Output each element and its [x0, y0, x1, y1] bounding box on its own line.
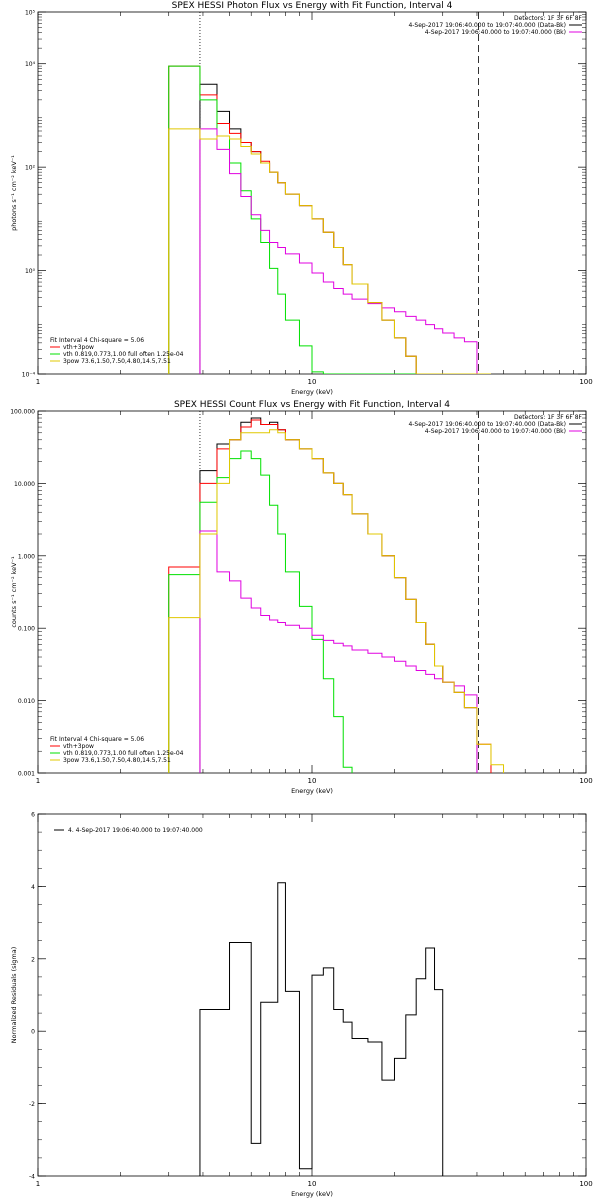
y-tick-label: 6 — [31, 812, 35, 819]
x-tick-label: 100 — [579, 777, 592, 785]
y-axis-label: photons s⁻¹ cm⁻² keV⁻¹ — [10, 155, 18, 231]
chart-2: SPEX HESSI Count Flux vs Energy with Fit… — [10, 400, 593, 795]
interval-label: 4-Sep-2017 19:06:40.000 to 19:07:40.000 … — [425, 29, 566, 36]
y-tick-label: 10⁵ — [25, 10, 36, 17]
series-green — [168, 450, 353, 773]
fit-legend-item: vth 0.819,0.773,1.00 full often 1.25e-04 — [63, 351, 184, 358]
residual-legend: 4. 4-Sep-2017 19:06:40.000 to 19:07:40.0… — [68, 827, 203, 834]
x-axis-label: Energy (keV) — [291, 1190, 333, 1198]
y-tick-label: 4 — [31, 884, 35, 891]
chart-title: SPEX HESSI Photon Flux vs Energy with Fi… — [172, 1, 453, 11]
plot-frame — [37, 11, 587, 375]
x-tick-label: 10 — [308, 777, 317, 785]
detectors-label: Detectors: 1F 3F 6F 8F — [514, 414, 583, 421]
fit-legend-item: vth 0.819,0.773,1.00 full often 1.25e-04 — [63, 750, 184, 757]
y-axis-label: counts s⁻¹ cm⁻² keV⁻¹ — [10, 556, 18, 628]
interval-label: 4-Sep-2017 19:06:40.000 to 19:07:40.000 … — [425, 428, 566, 435]
series-yellow — [168, 429, 505, 773]
y-tick-label: 0.001 — [18, 771, 35, 778]
y-tick-label: 10⁰ — [25, 268, 36, 275]
y-tick-label: 0 — [31, 1029, 35, 1036]
fit-legend-item: 3pow 73.6,1.50,7.50,4.80,14.5,7.51 — [63, 757, 171, 764]
series-black — [199, 417, 478, 773]
x-tick-label: 1 — [36, 1180, 40, 1188]
x-tick-label: 1 — [36, 378, 40, 386]
x-tick-label: 10 — [308, 378, 317, 386]
fit-legend-item: vth+3pow — [63, 344, 94, 351]
fit-legend-item: vth+3pow — [63, 743, 94, 750]
y-tick-label: 10² — [25, 165, 36, 172]
x-tick-label: 1 — [36, 777, 40, 785]
fit-legend-header: Fit Interval 4 Chi-square = 5.06 — [50, 736, 144, 743]
x-tick-label: 10 — [308, 1180, 317, 1188]
y-tick-label: 0.100 — [18, 626, 35, 633]
y-tick-label: 0.010 — [18, 698, 35, 705]
detectors-label: Detectors: 1F 3F 6F 8F — [514, 15, 583, 22]
series-black — [199, 882, 444, 1176]
fit-legend-header: Fit Interval 4 Chi-square = 5.06 — [50, 337, 144, 344]
chart-1: SPEX HESSI Photon Flux vs Energy with Fi… — [10, 1, 593, 396]
chart-title: SPEX HESSI Count Flux vs Energy with Fit… — [174, 400, 450, 410]
x-tick-label: 100 — [579, 378, 592, 386]
interval-label: 4-Sep-2017 19:06:40.000 to 19:07:40.000 … — [408, 421, 566, 428]
series-yellow — [168, 128, 491, 374]
y-tick-label: 100.000 — [10, 409, 35, 416]
y-tick-label: 1.000 — [18, 553, 35, 560]
chart-3: 1 10 100 -4 -2 0 2 4 6 Energy (keV) Normalized Res… — [10, 812, 593, 1199]
series-black — [199, 83, 491, 374]
y-tick-label: -2 — [29, 1101, 35, 1108]
x-axis-label: Energy (keV) — [291, 388, 333, 396]
series-magenta — [199, 530, 478, 773]
y-tick-label: 10⁴ — [25, 61, 36, 68]
plot-frame — [37, 410, 587, 774]
y-tick-label: 2 — [31, 956, 35, 963]
x-tick-label: 100 — [579, 1180, 592, 1188]
y-tick-label: 10.000 — [14, 481, 35, 488]
x-axis-label: Energy (keV) — [291, 787, 333, 795]
interval-label: 4-Sep-2017 19:06:40.000 to 19:07:40.000 … — [408, 22, 566, 29]
y-tick-label: -4 — [29, 1174, 35, 1181]
y-axis-label: Normalized Residuals (sigma) — [10, 947, 18, 1044]
y-tick-label: 10⁻⁴ — [22, 372, 36, 379]
fit-legend-item: 3pow 73.6,1.50,7.50,4.80,14.5,7.51 — [63, 358, 171, 365]
series-magenta — [199, 128, 478, 374]
